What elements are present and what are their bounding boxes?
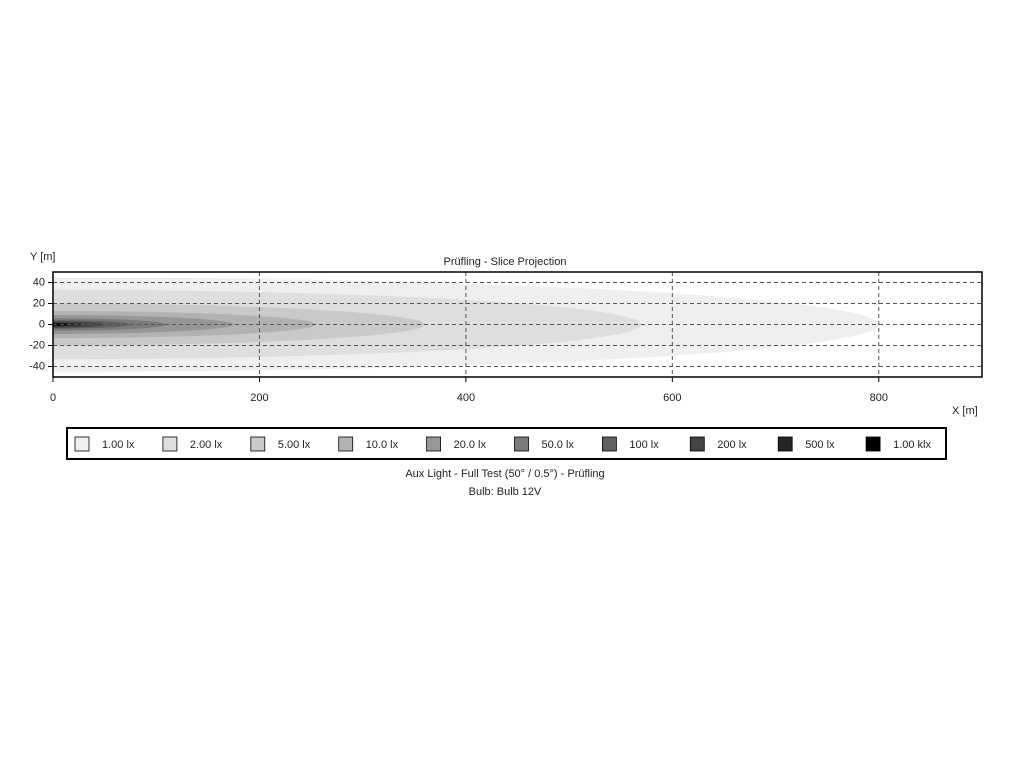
legend-label: 1.00 klx xyxy=(893,439,931,451)
x-tick-label: 600 xyxy=(663,392,681,404)
legend-swatch xyxy=(602,436,617,452)
y-tick-label: -40 xyxy=(29,360,45,372)
legend-label: 200 lx xyxy=(717,439,747,451)
x-tick-label: 400 xyxy=(457,392,475,404)
x-tick-label: 200 xyxy=(250,392,268,404)
legend-label: 5.00 lx xyxy=(278,439,311,451)
legend-label: 20.0 lx xyxy=(454,439,487,451)
legend-swatch xyxy=(865,436,881,452)
legend-swatch xyxy=(426,436,442,452)
legend-label: 10.0 lx xyxy=(366,439,399,451)
legend-swatch xyxy=(689,436,705,452)
x-axis-label: X [m] xyxy=(952,405,978,417)
chart-title: Prüfling - Slice Projection xyxy=(444,256,567,268)
caption: Aux Light - Full Test (50° / 0.5°) - Prü… xyxy=(405,468,604,480)
legend-swatch xyxy=(250,436,266,452)
legend-label: 100 lx xyxy=(629,439,659,451)
legend-swatch xyxy=(162,436,178,452)
y-axis-label: Y [m] xyxy=(30,251,55,263)
legend-label: 50.0 lx xyxy=(542,439,575,451)
legend-label: 2.00 lx xyxy=(190,439,223,451)
x-tick-label: 0 xyxy=(50,392,56,404)
legend-label: 1.00 lx xyxy=(102,439,135,451)
legend xyxy=(66,427,947,460)
plot-frame xyxy=(52,271,983,378)
legend-swatch xyxy=(514,436,529,452)
legend-label: 500 lx xyxy=(805,439,835,451)
caption: Bulb: Bulb 12V xyxy=(469,486,542,498)
grid xyxy=(48,272,982,382)
x-tick-label: 800 xyxy=(870,392,888,404)
legend-swatch xyxy=(338,436,354,452)
legend-swatch xyxy=(74,436,90,452)
legend-items: 1.00 lx 2.00 lx 5.00 lx 10.0 lx 20.0 lx 50.0 … xyxy=(74,436,932,452)
y-tick-label: 40 xyxy=(33,276,45,288)
y-tick-label: 20 xyxy=(33,297,45,309)
y-tick-label: -20 xyxy=(29,339,45,351)
legend-swatch xyxy=(777,436,793,452)
y-tick-label: 0 xyxy=(39,318,45,330)
